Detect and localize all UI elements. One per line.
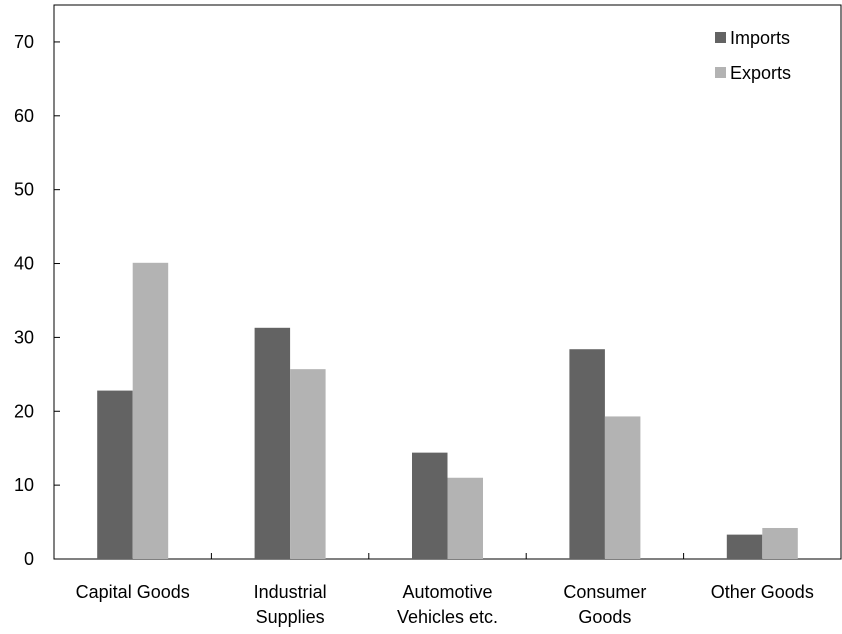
x-category-label-line: Capital Goods: [76, 582, 190, 602]
bar-exports-4: [762, 527, 798, 559]
x-category-label: Other Goods: [711, 582, 814, 602]
x-category-label: Industrial Supplies: [254, 582, 327, 627]
x-category-label-line: Automotive: [402, 582, 492, 602]
x-category-label: Capital Goods: [76, 582, 190, 602]
bar-exports-3: [604, 416, 641, 559]
legend-swatch-exports: [715, 67, 726, 78]
bar-exports-1: [290, 369, 326, 559]
y-tick-label: 10: [14, 475, 34, 495]
x-category-label-line: Other Goods: [711, 582, 814, 602]
x-category-label: Automotive Vehicles etc.: [397, 582, 498, 627]
y-tick-label: 40: [14, 254, 34, 274]
y-tick-label: 20: [14, 401, 34, 421]
bars-group: [97, 262, 798, 559]
x-category-label-line: Vehicles etc.: [397, 607, 498, 627]
x-category-label: Consumer Goods: [563, 582, 646, 627]
y-tick-label: 70: [14, 32, 34, 52]
bar-imports-3: [569, 349, 605, 559]
y-tick-label: 50: [14, 180, 34, 200]
legend-label-exports: Exports: [730, 63, 791, 83]
x-category-label-line: Goods: [578, 607, 631, 627]
bar-imports-2: [412, 452, 448, 559]
y-tick-label: 0: [24, 549, 34, 569]
bar-imports-0: [97, 390, 133, 559]
bar-imports-4: [726, 534, 763, 559]
x-category-label-line: Industrial: [254, 582, 327, 602]
y-tick-label: 30: [14, 327, 34, 347]
x-category-label-line: Supplies: [256, 607, 325, 627]
y-tick-label: 60: [14, 106, 34, 126]
x-axis: Capital Goods Industrial Supplies Automotiv…: [53, 553, 842, 627]
bar-exports-0: [132, 262, 169, 559]
legend-label-imports: Imports: [730, 28, 790, 48]
x-category-label-line: Consumer: [563, 582, 646, 602]
legend: Imports Exports: [715, 28, 791, 83]
legend-swatch-imports: [715, 32, 726, 43]
y-axis: 0 10 20 30 40 50 60 70: [14, 32, 60, 569]
bar-imports-1: [254, 327, 291, 559]
bar-exports-2: [447, 477, 483, 559]
